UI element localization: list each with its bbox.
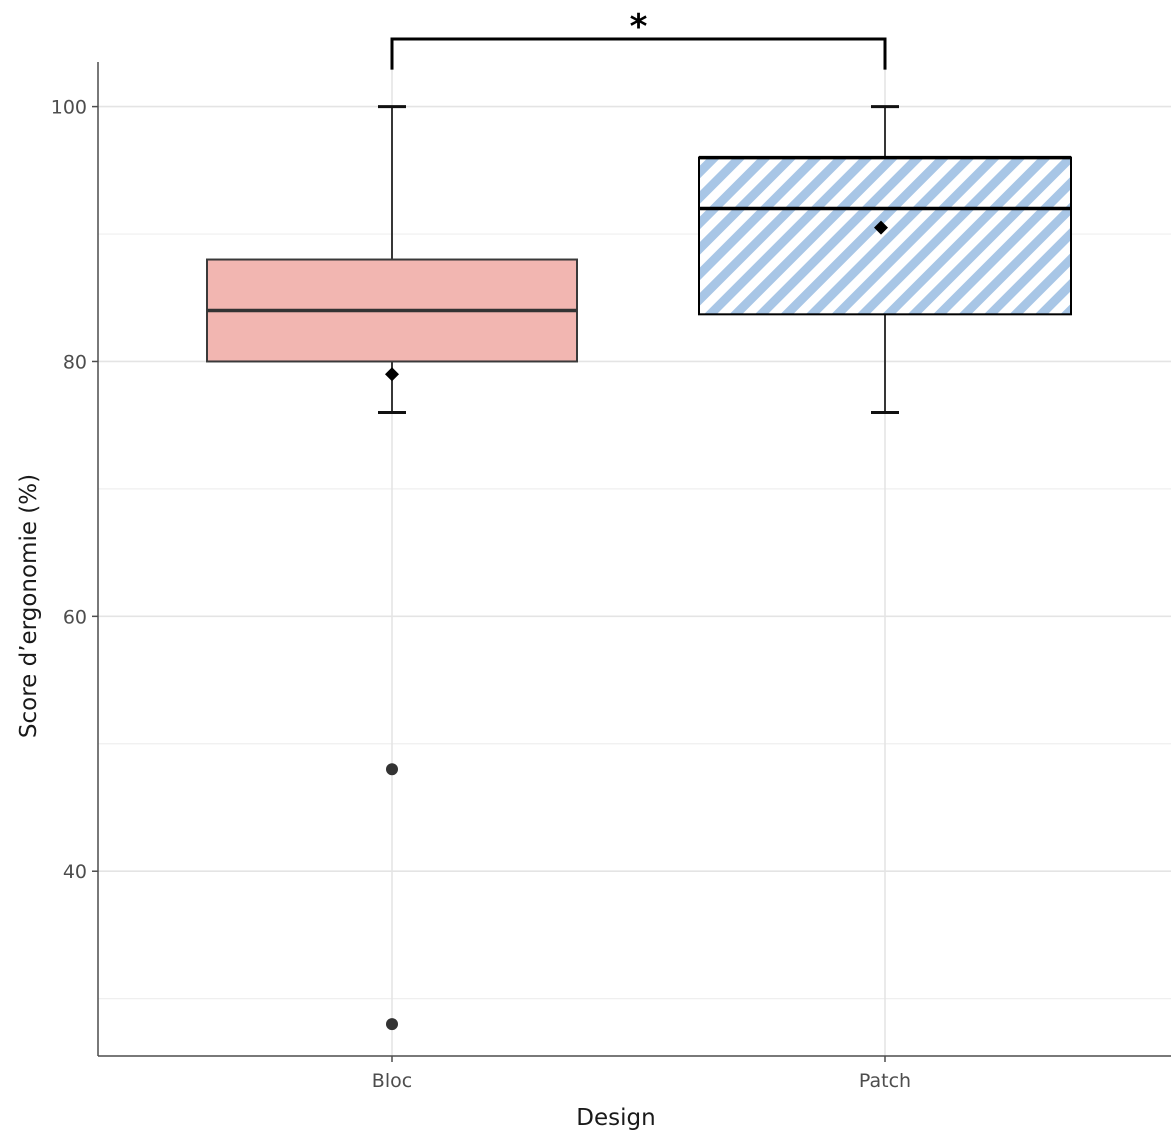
- axes: [92, 62, 1171, 1062]
- mean-marker: [385, 367, 399, 382]
- y-tick-label: 80: [63, 351, 87, 373]
- boxes: [206, 105, 1072, 1031]
- x-tick-label: Bloc: [372, 1070, 412, 1092]
- y-axis-title: Score d’ergonomie (%): [16, 474, 42, 738]
- y-tick-label: 60: [63, 606, 87, 628]
- significance-bracket: [390, 37, 887, 70]
- y-tick-label: 100: [51, 97, 87, 119]
- significance-label: *: [630, 7, 648, 47]
- x-tick-label: Patch: [859, 1070, 911, 1092]
- y-tick-label: 40: [63, 861, 87, 883]
- outlier-point: [386, 1018, 398, 1031]
- significance-annotation: *: [390, 7, 887, 70]
- outlier-point: [386, 763, 398, 776]
- tick-labels: 40 60 80 100 Bloc Patch: [51, 97, 911, 1092]
- box-patch: [698, 105, 1072, 414]
- x-axis-title: Design: [576, 1105, 655, 1131]
- box-bloc: [206, 105, 578, 1031]
- mean-marker: [874, 220, 888, 235]
- box-iqr: [698, 156, 1072, 316]
